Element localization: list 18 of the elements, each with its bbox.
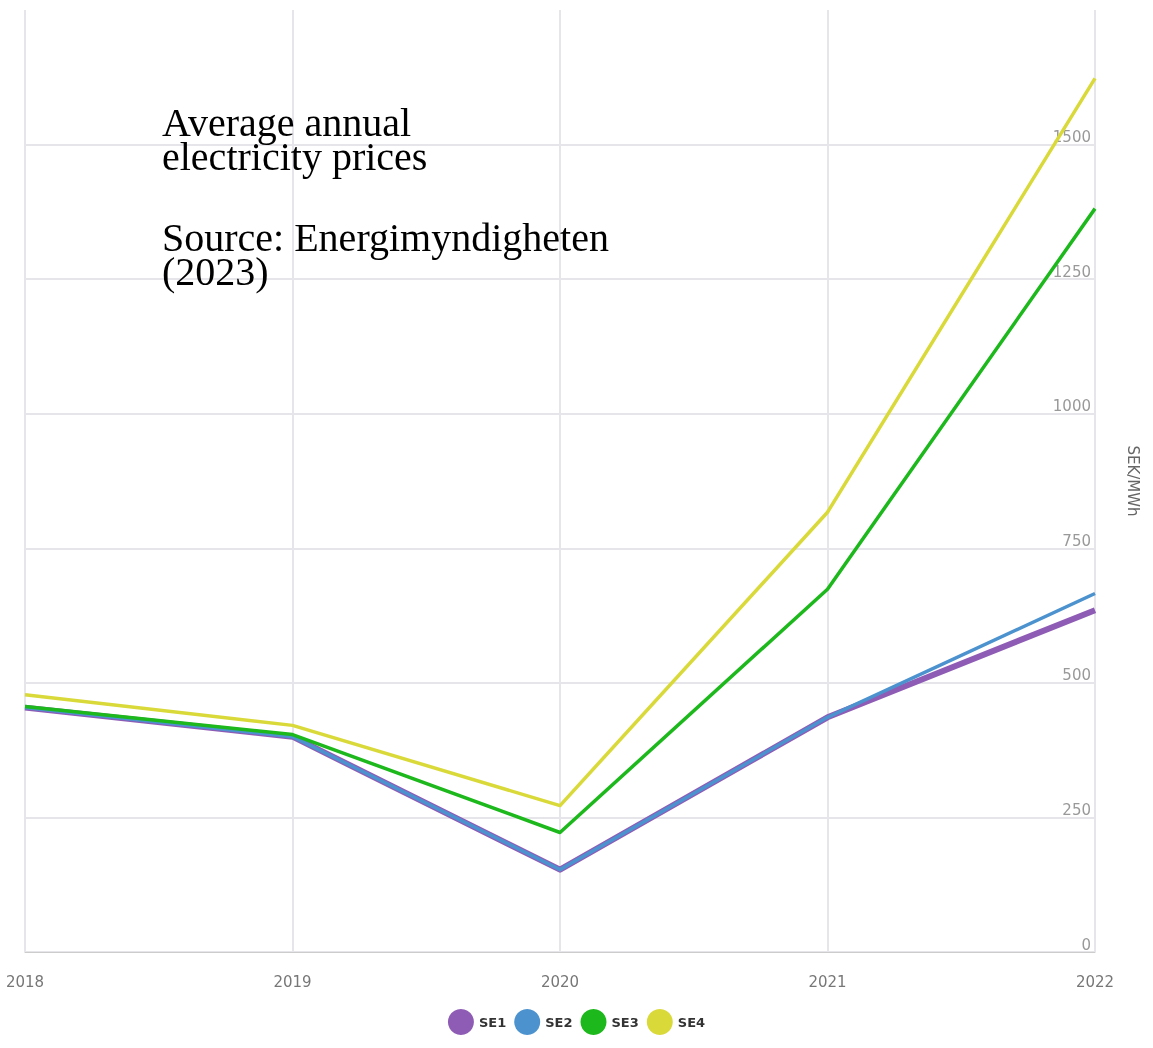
y-tick-label: 250	[1062, 800, 1091, 819]
annotation: Source: Energimyndigheten (2023)	[162, 214, 619, 294]
legend-label: SE1	[478, 1014, 507, 1030]
y-tick-label: 500	[1062, 666, 1091, 685]
x-tick-label: 2019	[273, 972, 312, 991]
legend-label: SE3	[611, 1014, 639, 1030]
y-axis-title: SEK/MWh	[1123, 445, 1142, 517]
legend-label: SE2	[545, 1014, 573, 1030]
text: Average annual electricity prices	[162, 99, 428, 179]
legend-label: SE4	[677, 1014, 706, 1030]
x-tick-label: 2018	[5, 972, 45, 991]
y-tick-label: 750	[1062, 531, 1091, 550]
y-tick-label: 1000	[1052, 397, 1091, 416]
x-tick-label: 2022	[1075, 972, 1115, 991]
y-tick-label: 0	[1081, 935, 1091, 954]
x-tick-label: 2021	[808, 972, 847, 991]
y-tick-label: 1250	[1052, 262, 1091, 281]
x-tick-label: 2020	[540, 972, 580, 991]
